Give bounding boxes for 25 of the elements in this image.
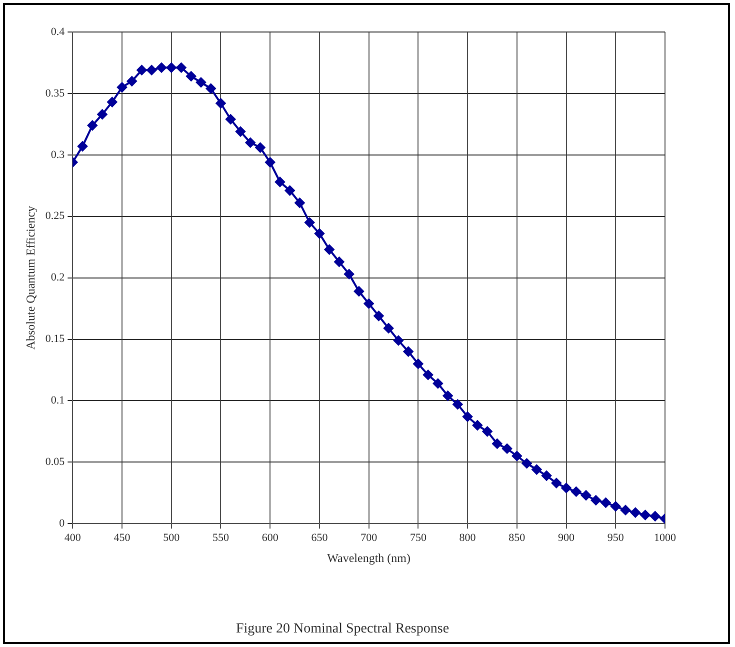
- y-tick-label: 0.3: [50, 148, 66, 161]
- y-tick-label: 0.1: [50, 394, 65, 407]
- x-tick-label: 600: [262, 532, 279, 544]
- x-tick-label: 800: [459, 532, 476, 544]
- x-tick-label: 650: [311, 532, 328, 544]
- y-tick-label: 0.2: [50, 272, 65, 284]
- x-tick-label: 950: [607, 532, 624, 544]
- x-axis-title: Wavelength (nm): [327, 551, 410, 566]
- x-tick-label: 400: [64, 532, 82, 544]
- x-tick-label: 900: [558, 532, 576, 544]
- x-tick-label: 750: [410, 532, 427, 544]
- y-axis-title: Absolute Quantum Efficiency: [23, 206, 38, 350]
- y-tick-label: 0.05: [45, 456, 66, 468]
- x-tick-label: 500: [163, 532, 180, 544]
- y-tick-label: 0.15: [45, 333, 66, 346]
- x-tick-label: 1000: [654, 532, 676, 544]
- text: Figure 20 Nominal Spectral Response: [236, 621, 450, 636]
- x-tick-label: 550: [212, 532, 230, 544]
- y-tick-label: 0: [59, 517, 66, 530]
- x-tick-label: 700: [360, 532, 378, 544]
- x-tick-label: 450: [114, 532, 131, 544]
- y-tick-label: 0.35: [45, 87, 66, 100]
- y-tick-label: 0.25: [45, 210, 66, 222]
- y-tick-label: 0.4: [50, 26, 66, 38]
- x-tick-label: 850: [508, 532, 526, 544]
